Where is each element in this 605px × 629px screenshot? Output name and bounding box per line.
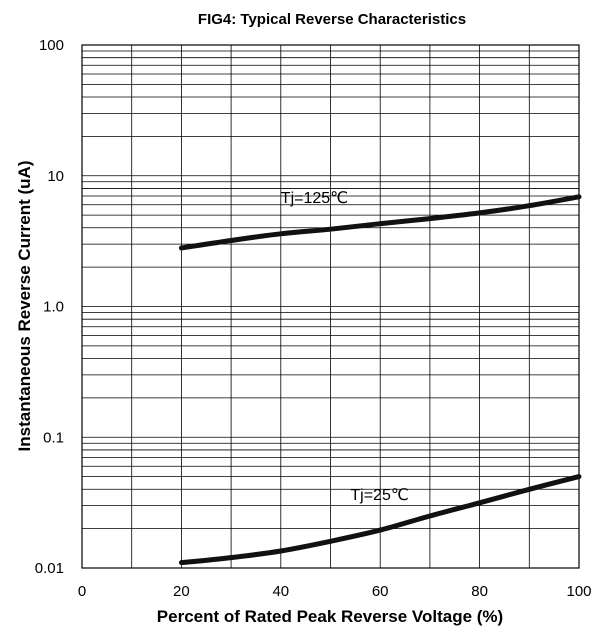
y-tick-label: 0.01 bbox=[35, 560, 64, 577]
y-tick-label: 10 bbox=[47, 168, 64, 185]
x-tick-label: 100 bbox=[566, 583, 591, 600]
x-tick-label: 40 bbox=[272, 583, 289, 600]
y-axis-label: Instantaneous Reverse Current (uA) bbox=[15, 161, 34, 452]
x-tick-labels: 0 20 40 60 80 100 bbox=[78, 583, 592, 600]
y-tick-label: 0.1 bbox=[43, 429, 64, 446]
x-tick-label: 60 bbox=[372, 583, 389, 600]
x-axis-label: Percent of Rated Peak Reverse Voltage (%… bbox=[157, 607, 503, 626]
grid bbox=[82, 45, 579, 568]
y-tick-label: 100 bbox=[39, 37, 64, 54]
series-label: Tj=25℃ bbox=[350, 487, 408, 504]
x-tick-label: 0 bbox=[78, 583, 86, 600]
y-tick-label: 1.0 bbox=[43, 299, 64, 316]
series-line bbox=[178, 474, 582, 566]
x-tick-label: 20 bbox=[173, 583, 190, 600]
series-line bbox=[178, 194, 582, 251]
series-label: Tj=125℃ bbox=[281, 190, 348, 207]
chart-title: FIG4: Typical Reverse Characteristics bbox=[198, 11, 466, 28]
series: Tj=125℃ Tj=25℃ bbox=[178, 190, 582, 566]
y-tick-labels: 0.01 0.1 1.0 10 100 bbox=[35, 37, 64, 577]
x-tick-label: 80 bbox=[471, 583, 488, 600]
plot-frame bbox=[81, 44, 580, 569]
